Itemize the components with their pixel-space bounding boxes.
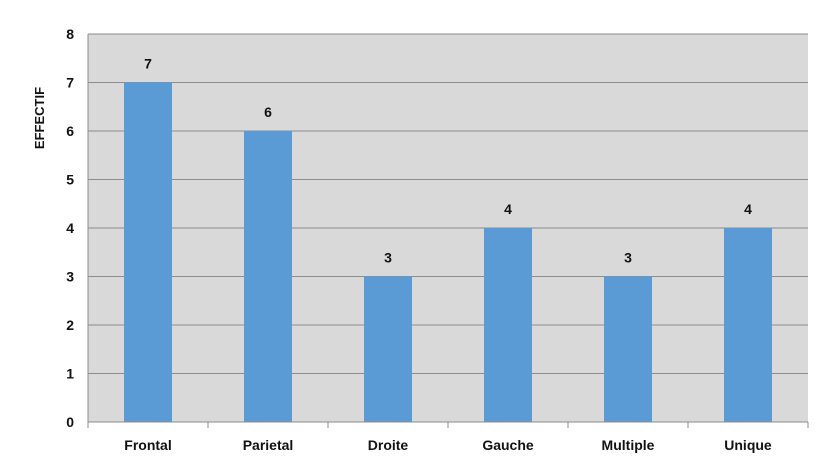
- x-tick-label: Parietal: [243, 437, 294, 453]
- y-tick-label: 7: [66, 75, 74, 91]
- data-label: 6: [264, 104, 272, 120]
- y-tick-label: 3: [66, 269, 74, 285]
- bars: [124, 82, 772, 422]
- bar: [244, 131, 292, 422]
- data-labels: 7 6 3 4 3 4: [144, 56, 752, 266]
- bar: [484, 228, 532, 422]
- y-tick-label: 1: [66, 366, 74, 382]
- data-label: 4: [744, 201, 752, 217]
- bar: [124, 82, 172, 422]
- x-tick-label: Frontal: [124, 437, 171, 453]
- y-axis: 0 1 2 3 4 5 6 7 8: [66, 26, 89, 430]
- x-axis: Frontal Parietal Droite Gauche Multiple Uniqu…: [87, 421, 809, 453]
- y-tick-label: 8: [66, 26, 74, 42]
- data-label: 7: [144, 56, 152, 72]
- x-tick-label: Droite: [368, 437, 409, 453]
- bar: [604, 276, 652, 422]
- y-tick-label: 2: [66, 317, 74, 333]
- data-label: 4: [504, 201, 512, 217]
- y-tick-label: 6: [66, 123, 74, 139]
- x-tick-label: Multiple: [602, 437, 655, 453]
- bar: [364, 276, 412, 422]
- bar: [724, 228, 772, 422]
- y-tick-label: 5: [66, 172, 74, 188]
- x-tick-label: Unique: [724, 437, 772, 453]
- y-tick-label: 0: [66, 414, 74, 430]
- data-label: 3: [384, 250, 392, 266]
- x-tick-label: Gauche: [482, 437, 534, 453]
- gridlines: [88, 33, 808, 423]
- y-tick-label: 4: [66, 220, 74, 236]
- y-axis-title: EFFECTIF: [32, 87, 47, 149]
- data-label: 3: [624, 250, 632, 266]
